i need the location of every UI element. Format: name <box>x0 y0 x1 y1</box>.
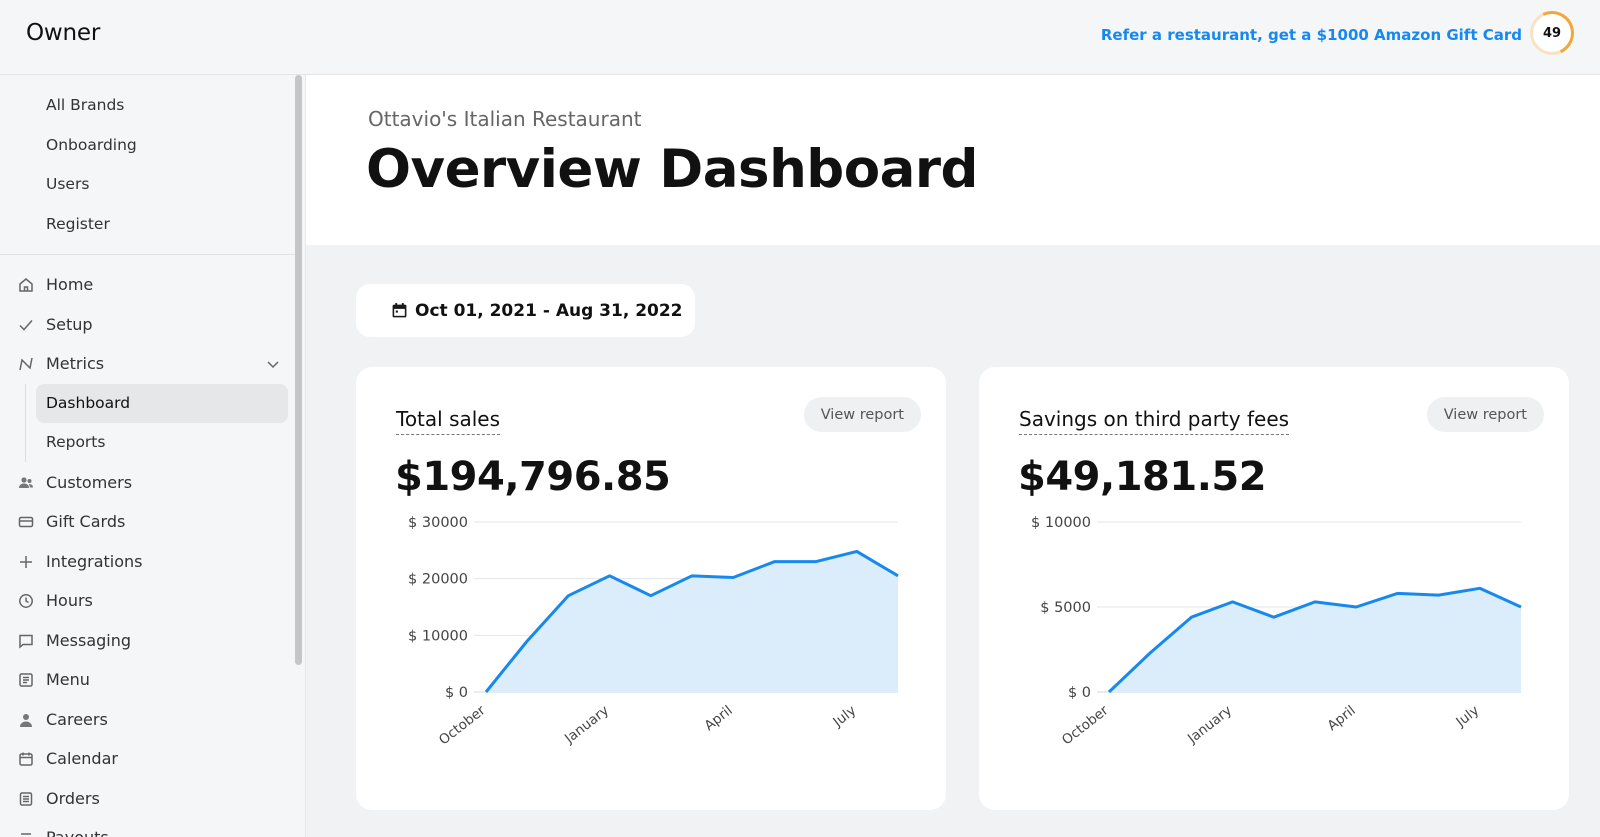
sidebar-item-label: Careers <box>46 709 108 729</box>
menu-icon <box>17 671 35 689</box>
card-value: $194,796.85 <box>395 454 671 500</box>
message-icon <box>17 632 35 650</box>
sidebar-item-label: Gift Cards <box>46 512 126 532</box>
x-tick-label: January <box>1184 703 1235 748</box>
clock-icon <box>17 592 35 610</box>
chevron-down-icon[interactable] <box>266 356 280 370</box>
sidebar-item-label: Payouts <box>46 828 109 837</box>
y-tick-label: $ 30000 <box>408 515 468 531</box>
metrics-submenu: Dashboard Reports <box>0 383 305 463</box>
sidebar-item-menu[interactable]: Menu <box>0 660 290 700</box>
sidebar-item-calendar[interactable]: Calendar <box>0 739 290 779</box>
area-fill <box>1109 588 1521 692</box>
sidebar-item-label: Integrations <box>46 551 143 571</box>
x-tick-label: October <box>436 702 489 748</box>
sidebar-item-label: Calendar <box>46 749 118 769</box>
sidebar-item-hours[interactable]: Hours <box>0 581 290 621</box>
sidebar-item-label: Customers <box>46 472 133 492</box>
app-logo[interactable]: Owner <box>26 20 101 46</box>
y-tick-label: $ 0 <box>1068 685 1091 701</box>
admin-links: All Brands Onboarding Users Register <box>0 75 300 255</box>
payouts-icon <box>17 829 35 837</box>
y-tick-label: $ 20000 <box>408 572 468 588</box>
page-title: Overview Dashboard <box>366 139 979 200</box>
sidebar-item-careers[interactable]: Careers <box>0 700 290 740</box>
x-tick-label: January <box>561 703 612 748</box>
y-tick-label: $ 10000 <box>1031 515 1091 531</box>
x-tick-label: July <box>1452 703 1482 731</box>
calendar-icon <box>392 303 407 318</box>
score-badge[interactable]: 49 <box>1530 11 1574 55</box>
total-sales-chart: $ 0 $ 10000 $ 20000 $ 30000 October January Ap… <box>408 515 899 748</box>
card-icon <box>17 513 35 531</box>
refer-link[interactable]: Refer a restaurant, get a $1000 Amazon G… <box>1100 26 1522 44</box>
y-tick-label: $ 10000 <box>408 628 468 644</box>
y-tick-label: $ 0 <box>445 685 468 701</box>
sidebar-item-gift-cards[interactable]: Gift Cards <box>0 502 290 542</box>
y-tick-label: $ 5000 <box>1040 600 1091 616</box>
plus-icon <box>17 553 35 571</box>
home-icon <box>17 276 35 294</box>
person-icon <box>17 711 35 729</box>
sidebar-item-label: Messaging <box>46 630 132 650</box>
sidebar-item-label: Home <box>46 275 94 295</box>
date-range-picker[interactable]: Oct 01, 2021 - Aug 31, 2022 <box>356 284 695 337</box>
sidebar-item-label: Orders <box>46 788 100 808</box>
sidebar-item-integrations[interactable]: Integrations <box>0 542 290 582</box>
top-bar: Owner Refer a restaurant, get a $1000 Am… <box>0 0 1600 75</box>
card-title[interactable]: Total sales <box>396 407 501 435</box>
sidebar-item-customers[interactable]: Customers <box>0 463 290 503</box>
x-tick-label: July <box>829 703 859 731</box>
sidebar-item-label: Menu <box>46 670 90 690</box>
sidebar-item-label: Hours <box>46 591 93 611</box>
sidebar-item-metrics[interactable]: Metrics <box>0 344 290 384</box>
sidebar-item-payouts[interactable]: Payouts <box>0 818 290 837</box>
calendar-icon <box>17 750 35 768</box>
sidebar-item-all-brands[interactable]: All Brands <box>46 96 125 114</box>
sidebar-item-orders[interactable]: Orders <box>0 779 290 819</box>
sidebar-item-dashboard[interactable]: Dashboard <box>36 383 288 423</box>
restaurant-name: Ottavio's Italian Restaurant <box>368 107 642 131</box>
metrics-icon <box>17 355 35 373</box>
sidebar-item-register[interactable]: Register <box>46 214 110 233</box>
card-value: $49,181.52 <box>1018 454 1267 500</box>
sidebar-item-setup[interactable]: Setup <box>0 305 290 345</box>
total-sales-card: Total sales View report $194,796.85 $ 0 $… <box>356 367 946 810</box>
sidebar-item-messaging[interactable]: Messaging <box>0 621 290 661</box>
sidebar-scrollbar[interactable] <box>295 75 302 665</box>
sidebar-item-users[interactable]: Users <box>46 175 90 193</box>
x-tick-label: April <box>1324 703 1358 735</box>
date-range-label: Oct 01, 2021 - Aug 31, 2022 <box>415 300 683 321</box>
customers-icon <box>17 474 35 492</box>
sidebar: All Brands Onboarding Users Register Hom… <box>0 75 306 837</box>
sidebar-item-label: Setup <box>46 314 93 334</box>
sidebar-item-home[interactable]: Home <box>0 265 290 305</box>
view-report-button[interactable]: View report <box>803 397 921 432</box>
check-icon <box>17 316 35 334</box>
sidebar-item-label: Metrics <box>46 354 105 374</box>
page-header: Ottavio's Italian Restaurant Overview Da… <box>306 75 1600 245</box>
sidebar-item-onboarding[interactable]: Onboarding <box>46 135 137 154</box>
savings-chart: $ 0 $ 5000 $ 10000 October January April July <box>1031 515 1522 748</box>
savings-card: Savings on third party fees View report … <box>979 367 1569 810</box>
area-fill <box>486 551 898 692</box>
sidebar-item-reports[interactable]: Reports <box>46 433 106 451</box>
x-tick-label: October <box>1059 702 1112 748</box>
card-title[interactable]: Savings on third party fees <box>1019 407 1290 435</box>
orders-icon <box>17 790 35 808</box>
view-report-button[interactable]: View report <box>1426 397 1544 432</box>
x-tick-label: April <box>701 703 735 735</box>
main-nav: Home Setup Metrics Dashboard Reports C <box>0 255 305 837</box>
